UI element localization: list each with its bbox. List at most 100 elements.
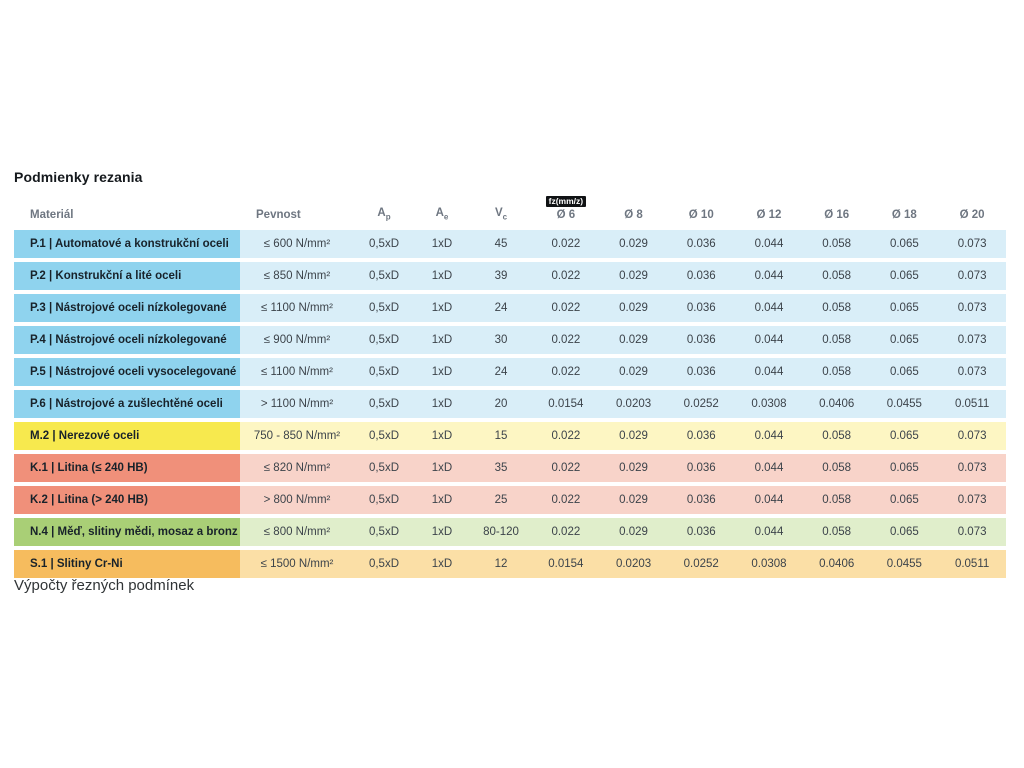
fz-d12-cell: 0.0308 [735, 390, 803, 419]
fz-d10-cell: 0.036 [667, 454, 736, 483]
ae-cell: 1xD [414, 422, 470, 451]
fz-d16-cell: 0.058 [802, 326, 871, 355]
cutting-conditions-table: Materiál Pevnost Ap Ae Vc fz(mm/z) Ø 6 Ø… [14, 190, 1006, 582]
pevnost-cell: > 800 N/mm² [240, 486, 354, 515]
ae-cell: 1xD [414, 550, 470, 579]
vc-cell: 24 [470, 358, 532, 387]
fz-d6-cell: 0.0154 [532, 390, 600, 419]
fz-d20-cell: 0.073 [938, 422, 1006, 451]
fz-d6-cell: 0.022 [532, 422, 600, 451]
fz-d18-cell: 0.065 [870, 486, 939, 515]
fz-d18-cell: 0.065 [870, 358, 939, 387]
fz-d20-cell: 0.073 [938, 454, 1006, 483]
ae-cell: 1xD [414, 486, 470, 515]
column-header-d12: Ø 12 [756, 209, 782, 222]
fz-d10-cell: 0.036 [667, 230, 736, 259]
ae-cell: 1xD [414, 262, 470, 291]
fz-d6-cell: 0.0154 [532, 550, 600, 579]
vc-cell: 24 [470, 294, 532, 323]
table-row: S.1 | Slitiny Cr-Ni ≤ 1500 N/mm² 0,5xD 1… [14, 550, 1006, 579]
fz-d12-cell: 0.044 [735, 518, 803, 547]
fz-d20-cell: 0.073 [938, 486, 1006, 515]
fz-d16-cell: 0.058 [802, 454, 871, 483]
fz-d20-cell: 0.073 [938, 358, 1006, 387]
fz-d8-cell: 0.029 [599, 454, 668, 483]
fz-d8-cell: 0.0203 [599, 550, 668, 579]
table-row: N.4 | Měď, slitiny mědi, mosaz a bronz ≤… [14, 518, 1006, 547]
material-cell: S.1 | Slitiny Cr-Ni [14, 550, 240, 579]
table-row: P.6 | Nástrojové a zušlechtěné oceli > 1… [14, 390, 1006, 419]
ap-cell: 0,5xD [354, 422, 414, 451]
fz-d8-cell: 0.029 [599, 326, 668, 355]
fz-d8-cell: 0.029 [599, 294, 668, 323]
column-header-ae: Ae [435, 207, 449, 222]
materials-table-body: P.1 | Automatové a konstrukční oceli ≤ 6… [14, 230, 1006, 579]
fz-d16-cell: 0.058 [802, 358, 871, 387]
fz-d18-cell: 0.065 [870, 294, 939, 323]
fz-d8-cell: 0.029 [599, 230, 668, 259]
fz-d12-cell: 0.044 [735, 294, 803, 323]
fz-d18-cell: 0.065 [870, 518, 939, 547]
fz-d18-cell: 0.065 [870, 454, 939, 483]
ae-cell: 1xD [414, 230, 470, 259]
column-header-d16: Ø 16 [824, 209, 850, 222]
material-cell: N.4 | Měď, slitiny mědi, mosaz a bronz [14, 518, 240, 547]
ap-cell: 0,5xD [354, 262, 414, 291]
table-header-row: Materiál Pevnost Ap Ae Vc fz(mm/z) Ø 6 Ø… [14, 194, 1006, 226]
material-cell: K.1 | Litina (≤ 240 HB) [14, 454, 240, 483]
cutting-conditions-table-wrap: Materiál Pevnost Ap Ae Vc fz(mm/z) Ø 6 Ø… [14, 190, 1006, 582]
fz-d20-cell: 0.073 [938, 518, 1006, 547]
column-header-pevnost: Pevnost [256, 209, 301, 222]
fz-d6-cell: 0.022 [532, 262, 600, 291]
material-cell: M.2 | Nerezové oceli [14, 422, 240, 451]
fz-d12-cell: 0.044 [735, 230, 803, 259]
fz-d10-cell: 0.0252 [667, 550, 736, 579]
vc-cell: 35 [470, 454, 532, 483]
column-header-ap: Ap [377, 207, 391, 222]
fz-d20-cell: 0.0511 [938, 550, 1006, 579]
table-row: P.3 | Nástrojové oceli nízkolegované ≤ 1… [14, 294, 1006, 323]
fz-d10-cell: 0.0252 [667, 390, 736, 419]
fz-d8-cell: 0.029 [599, 486, 668, 515]
fz-d18-cell: 0.065 [870, 326, 939, 355]
vc-cell: 80-120 [470, 518, 532, 547]
vc-cell: 20 [470, 390, 532, 419]
column-header-d20: Ø 20 [959, 209, 985, 222]
ae-cell: 1xD [414, 358, 470, 387]
fz-d20-cell: 0.073 [938, 230, 1006, 259]
table-row: M.2 | Nerezové oceli 750 - 850 N/mm² 0,5… [14, 422, 1006, 451]
pevnost-cell: ≤ 820 N/mm² [240, 454, 354, 483]
fz-d6-cell: 0.022 [532, 294, 600, 323]
vc-cell: 12 [470, 550, 532, 579]
ae-cell: 1xD [414, 294, 470, 323]
fz-d18-cell: 0.0455 [870, 390, 939, 419]
fz-d16-cell: 0.058 [802, 422, 871, 451]
fz-d12-cell: 0.0308 [735, 550, 803, 579]
fz-d20-cell: 0.073 [938, 262, 1006, 291]
ae-cell: 1xD [414, 326, 470, 355]
fz-d8-cell: 0.029 [599, 262, 668, 291]
fz-d10-cell: 0.036 [667, 262, 736, 291]
fz-d18-cell: 0.065 [870, 230, 939, 259]
fz-d6-cell: 0.022 [532, 326, 600, 355]
fz-d12-cell: 0.044 [735, 454, 803, 483]
table-row: P.5 | Nástrojové oceli vysocelegované ≤ … [14, 358, 1006, 387]
fz-d8-cell: 0.029 [599, 358, 668, 387]
column-header-d8: Ø 8 [624, 209, 643, 222]
material-cell: P.6 | Nástrojové a zušlechtěné oceli [14, 390, 240, 419]
pevnost-cell: ≤ 1500 N/mm² [240, 550, 354, 579]
vc-cell: 15 [470, 422, 532, 451]
pevnost-cell: ≤ 600 N/mm² [240, 230, 354, 259]
fz-d12-cell: 0.044 [735, 422, 803, 451]
fz-d8-cell: 0.029 [599, 422, 668, 451]
fz-d6-cell: 0.022 [532, 230, 600, 259]
material-cell: P.3 | Nástrojové oceli nízkolegované [14, 294, 240, 323]
fz-d16-cell: 0.058 [802, 518, 871, 547]
material-cell: P.4 | Nástrojové oceli nízkolegované [14, 326, 240, 355]
material-cell: K.2 | Litina (> 240 HB) [14, 486, 240, 515]
fz-d10-cell: 0.036 [667, 358, 736, 387]
ap-cell: 0,5xD [354, 454, 414, 483]
fz-d20-cell: 0.073 [938, 294, 1006, 323]
fz-d6-cell: 0.022 [532, 518, 600, 547]
